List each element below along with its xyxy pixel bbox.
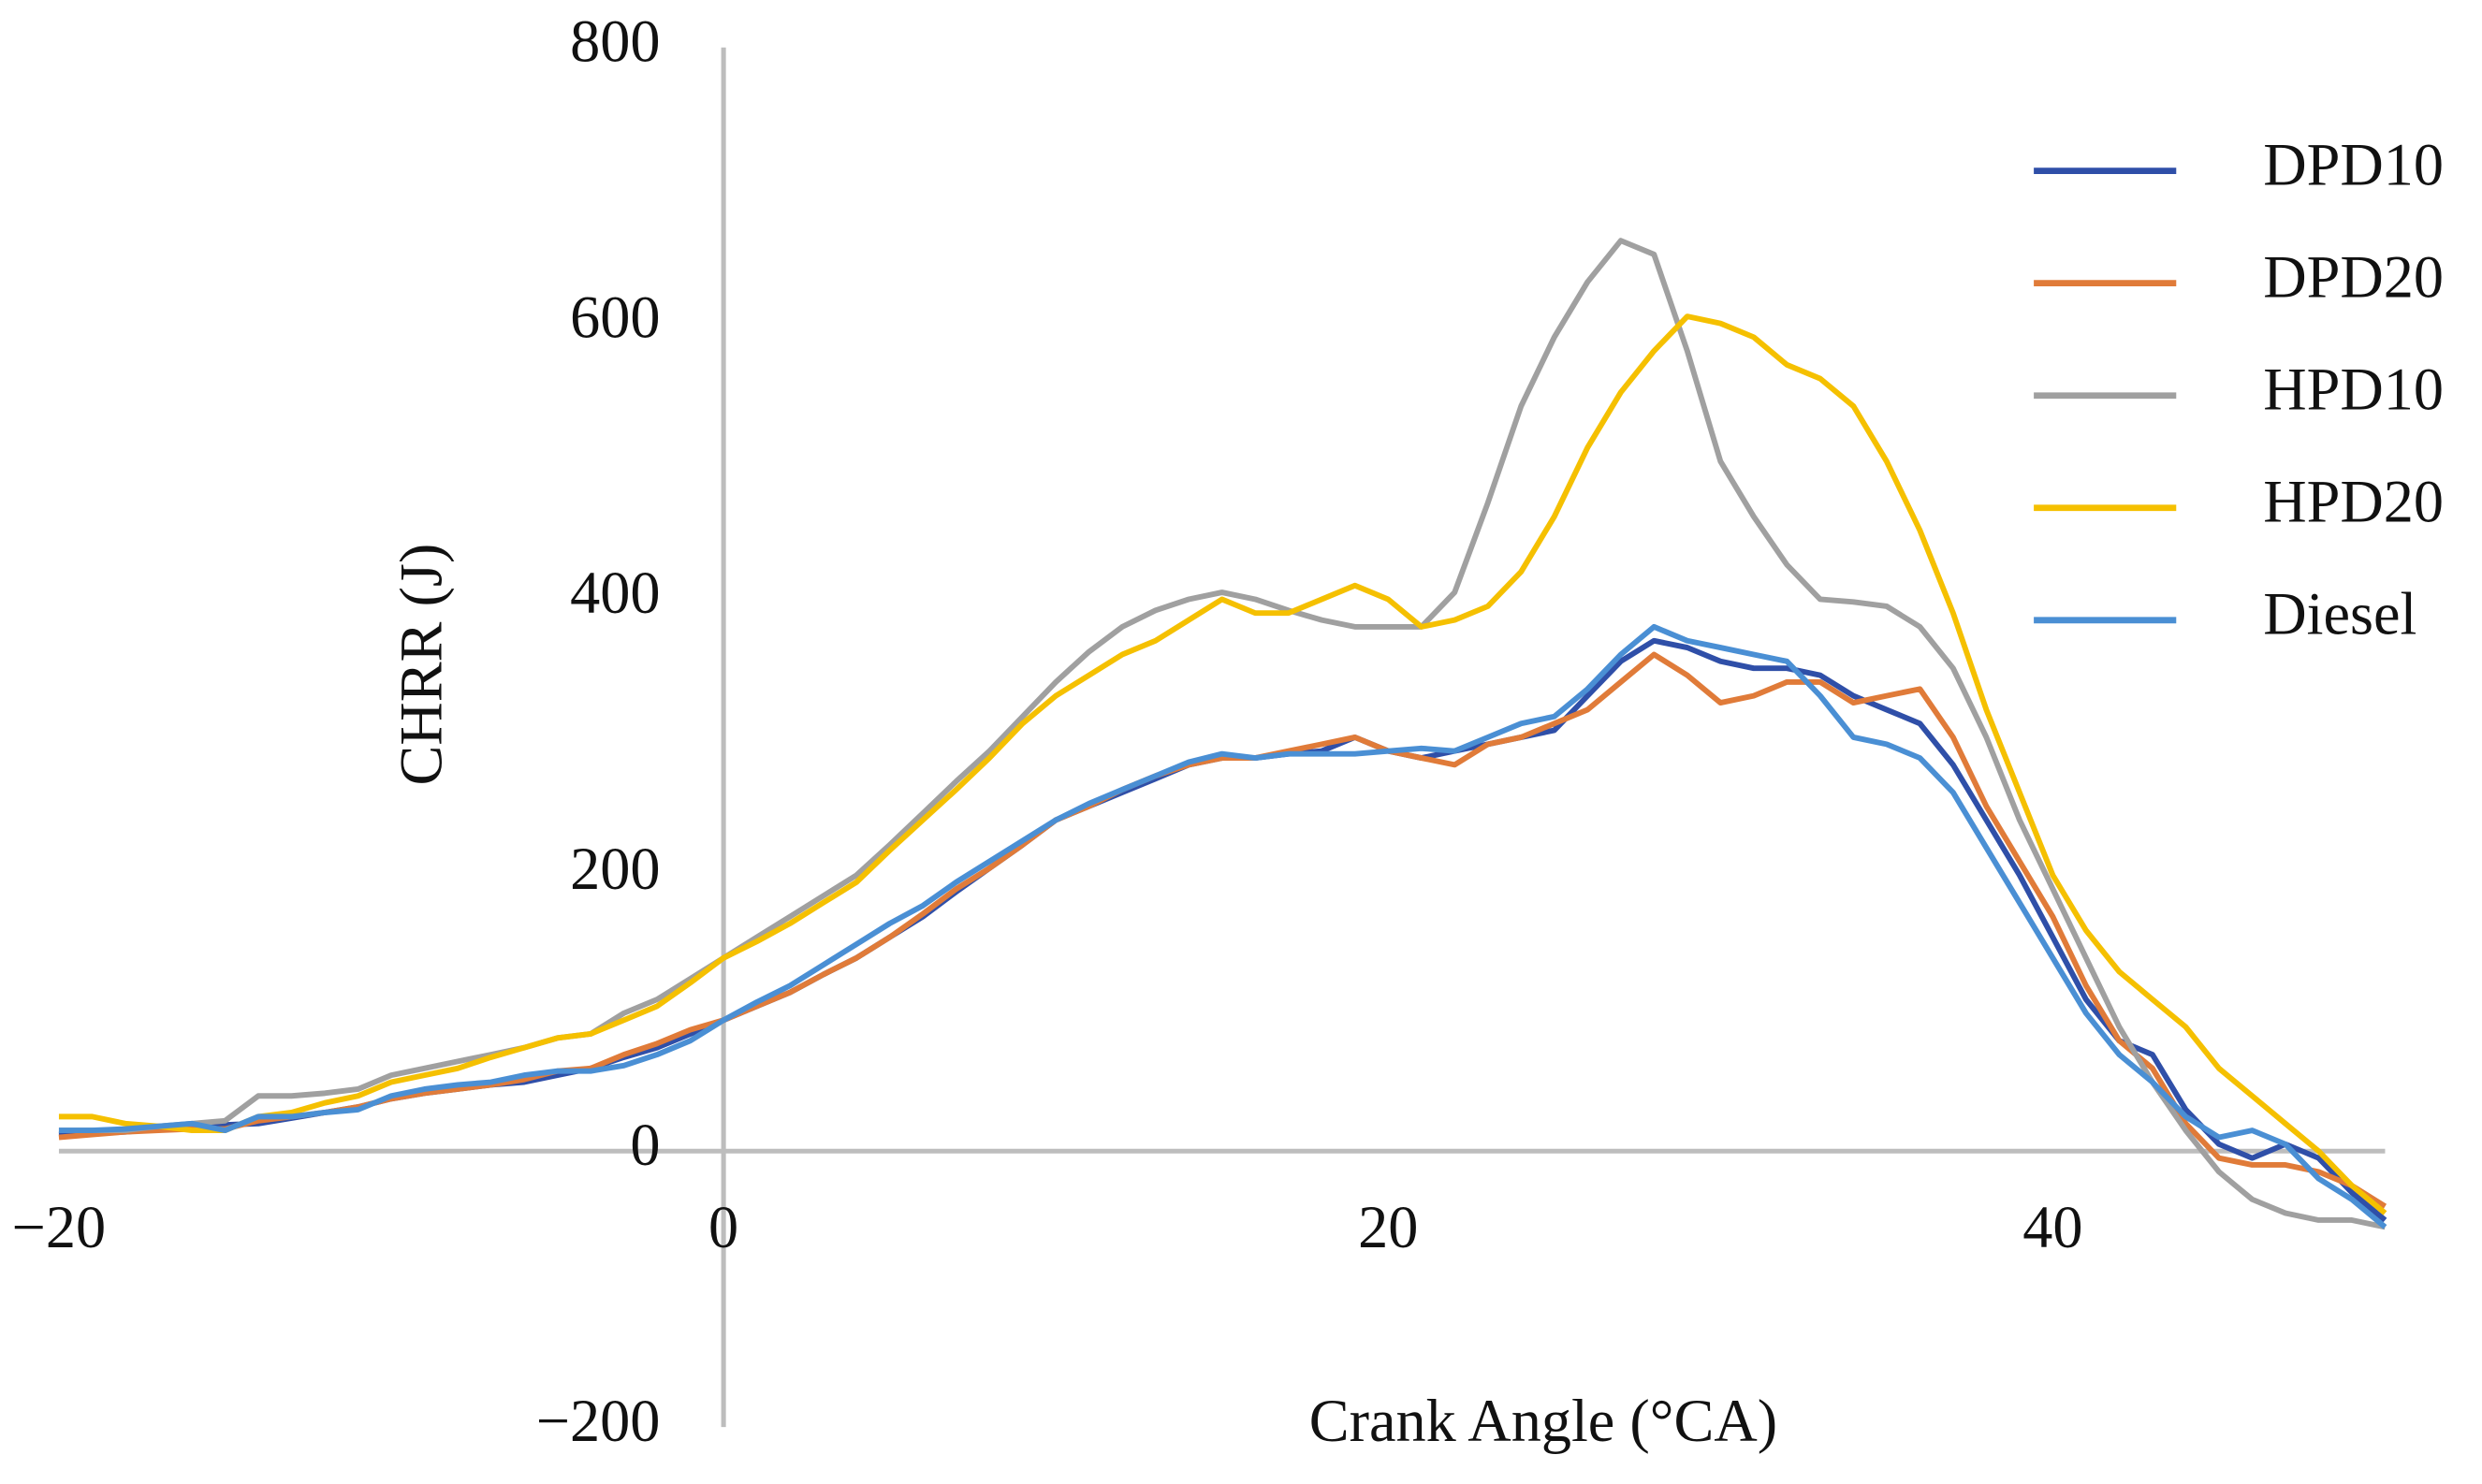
y-tick-label: 600: [570, 284, 660, 350]
y-tick-label: 0: [630, 1112, 660, 1178]
x-tick-label: 40: [2022, 1194, 2082, 1260]
series-line: [58, 238, 2387, 1230]
legend-label: DPD20: [2263, 243, 2444, 310]
y-axis-label: CHRR (J): [388, 544, 455, 786]
y-tick-label: 200: [570, 836, 660, 902]
series-line: [58, 313, 2387, 1215]
y-tick-label: 800: [570, 7, 660, 74]
y-tick-label: −200: [536, 1388, 661, 1454]
x-axis-label: Crank Angle (°CA): [1309, 1388, 1777, 1454]
series-line: [58, 651, 2387, 1209]
x-tick-label: 20: [1358, 1194, 1418, 1260]
legend-label: HPD20: [2263, 469, 2444, 535]
legend-label: HPD10: [2263, 356, 2444, 422]
series-line: [58, 623, 2387, 1229]
y-tick-label: 400: [570, 560, 660, 626]
x-tick-label: −20: [12, 1194, 107, 1260]
legend-label: Diesel: [2263, 581, 2416, 647]
x-tick-label: 0: [708, 1194, 738, 1260]
legend-label: DPD10: [2263, 131, 2444, 197]
